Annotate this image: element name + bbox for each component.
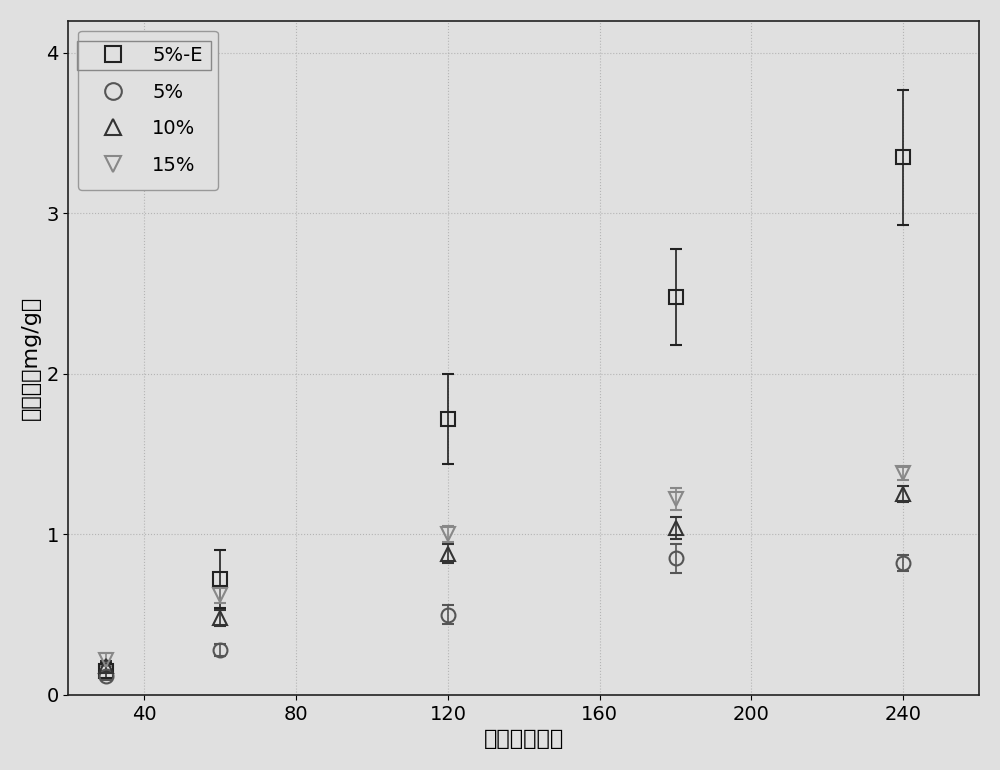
Y-axis label: 吸附量（mg/g）: 吸附量（mg/g） bbox=[21, 296, 41, 420]
X-axis label: 时间（分钟）: 时间（分钟） bbox=[484, 729, 564, 749]
Legend: 5%-E, 5%, 10%, 15%: 5%-E, 5%, 10%, 15% bbox=[78, 31, 218, 190]
